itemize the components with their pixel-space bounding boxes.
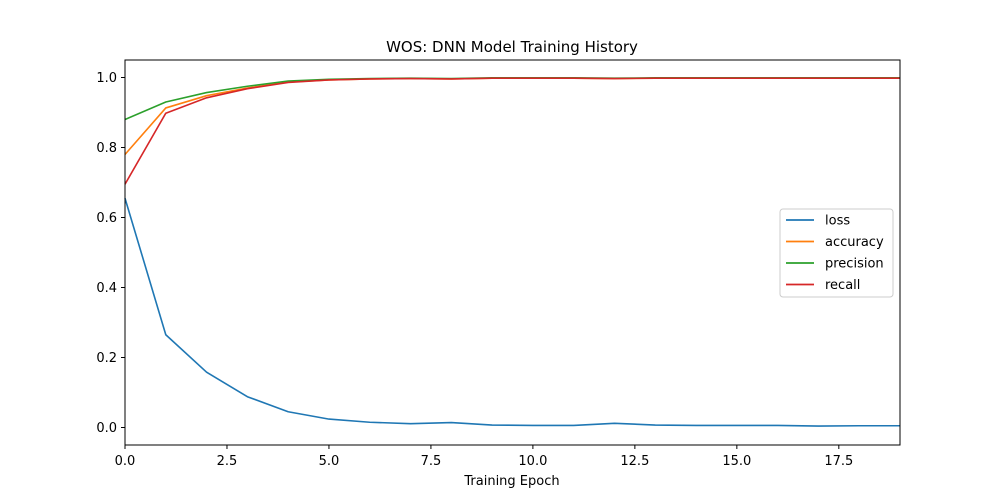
x-tick-label: 0.0 <box>115 454 136 469</box>
x-tick-label: 7.5 <box>421 454 442 469</box>
y-tick-label: 1.0 <box>96 71 117 86</box>
x-tick-label: 2.5 <box>217 454 238 469</box>
series-line-precision <box>124 77 900 121</box>
series-line-loss <box>124 198 900 427</box>
legend-label-recall: recall <box>825 278 860 293</box>
y-tick-label: 0.2 <box>96 351 117 366</box>
series-line-recall <box>124 77 900 185</box>
y-tick-label: 0.0 <box>96 421 117 436</box>
x-tick-label: 15.0 <box>722 454 751 469</box>
x-axis-ticks: 0.0 2.5 5.0 7.5 10.0 12.5 15.0 17.5 <box>115 445 853 469</box>
y-tick-label: 0.4 <box>96 281 117 296</box>
legend-box <box>779 208 894 298</box>
series-lines <box>124 77 900 427</box>
legend-label-loss: loss <box>825 214 850 229</box>
legend-label-accuracy: accuracy <box>825 235 884 250</box>
x-axis-label: Training Epoch <box>463 474 559 489</box>
y-tick-label: 0.8 <box>96 141 117 156</box>
legend-label-precision: precision <box>825 257 884 272</box>
plot-frame <box>124 59 901 446</box>
legend: loss accuracy precision recall <box>779 208 894 298</box>
y-axis-ticks: 0.0 0.2 0.4 0.6 0.8 1.0 <box>96 71 125 436</box>
chart-title: WOS: DNN Model Training History <box>386 38 638 56</box>
y-tick-label: 0.6 <box>96 211 117 226</box>
x-tick-label: 12.5 <box>620 454 649 469</box>
x-tick-label: 10.0 <box>518 454 547 469</box>
x-tick-label: 17.5 <box>824 454 853 469</box>
x-tick-label: 5.0 <box>319 454 340 469</box>
